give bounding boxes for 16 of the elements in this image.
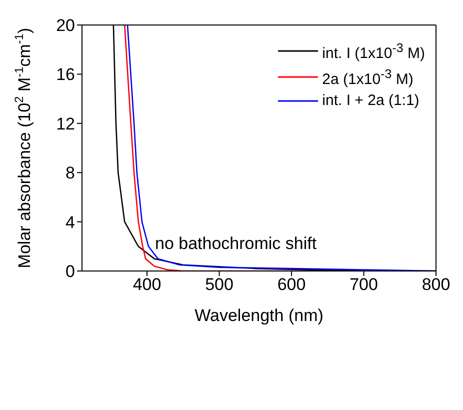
- legend-label: int. I + 2a (1:1): [322, 91, 420, 111]
- y-tick-label: 4: [66, 212, 75, 232]
- y-tick-label: 20: [56, 16, 75, 36]
- x-tick-label: 700: [350, 275, 378, 294]
- x-tick-label: 500: [205, 275, 234, 294]
- y-tick-label: 8: [66, 164, 75, 183]
- x-tick-label: 600: [277, 275, 306, 294]
- annotation: no bathochromic shift: [155, 234, 317, 254]
- legend-label: 2a (1x10$^{-3}$ M): [322, 66, 414, 90]
- y-tick-label: 0: [66, 262, 75, 282]
- y-tick-label: 12: [56, 114, 75, 134]
- y-tick-label: 16: [56, 65, 75, 84]
- x-tick-label: 400: [132, 275, 162, 294]
- x-axis-title: Wavelength (nm): [194, 306, 324, 325]
- x-tick-label: 800: [422, 275, 450, 294]
- legend-label: int. I (1x10$^{-3}$ M): [322, 40, 425, 64]
